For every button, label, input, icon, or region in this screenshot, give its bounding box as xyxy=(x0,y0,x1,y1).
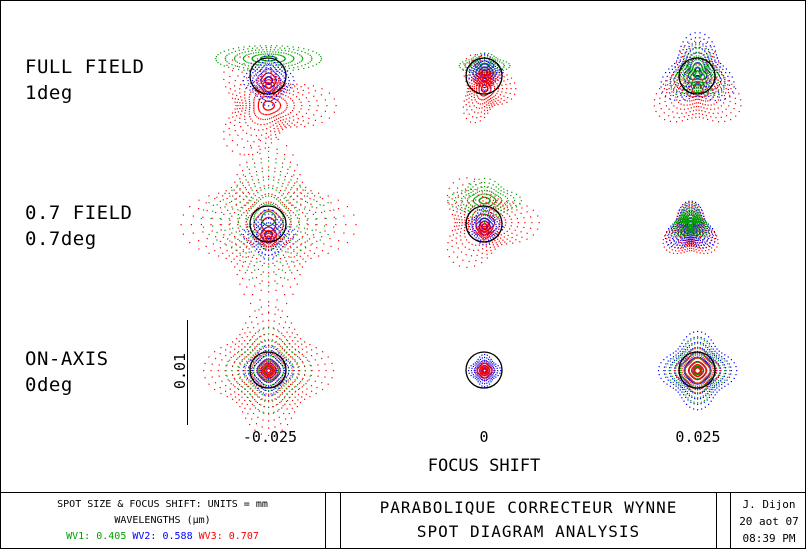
date: 20 aot 07 xyxy=(739,515,799,528)
column-label-zero: 0 xyxy=(479,428,489,446)
row-label-07-field: 0.7 FIELD 0.7deg xyxy=(25,200,132,252)
wv2-value: 0.588 xyxy=(162,531,193,542)
wv1-name: WV1: xyxy=(66,531,91,542)
units-cell: SPOT SIZE & FOCUS SHIFT: UNITS = mm WAVE… xyxy=(0,493,326,549)
scale-bar xyxy=(187,320,188,425)
info-block: SPOT SIZE & FOCUS SHIFT: UNITS = mm WAVE… xyxy=(0,492,806,550)
row-angle: 0deg xyxy=(25,374,73,396)
row-name: 0.7 FIELD xyxy=(25,202,133,224)
spot-on-axis-plus xyxy=(657,330,738,411)
wv1-value: 0.405 xyxy=(96,531,127,542)
spot-full-field-plus xyxy=(653,32,742,123)
wv3-name: WV3: xyxy=(198,531,223,542)
row-label-full-field: FULL FIELD 1deg xyxy=(25,54,144,106)
row-angle: 1deg xyxy=(25,82,73,104)
spot-07-field-minus xyxy=(180,136,357,313)
spot-07-field-zero xyxy=(446,177,540,268)
row-angle: 0.7deg xyxy=(25,228,97,250)
wavelength-legend: WV1: 0.405 WV2: 0.588 WV3: 0.707 xyxy=(0,531,325,542)
spot-07-field-plus xyxy=(662,200,719,255)
author: J. Dijon xyxy=(742,498,796,511)
row-label-on-axis: ON-AXIS 0deg xyxy=(25,346,109,398)
row-name: FULL FIELD xyxy=(25,56,145,78)
spot-on-axis-zero xyxy=(465,351,503,389)
author-cell: J. Dijon 20 aot 07 08:39 PM xyxy=(730,493,806,549)
title-cell: PARABOLIQUE CORRECTEUR WYNNE SPOT DIAGRA… xyxy=(340,493,717,549)
column-label-plus: 0.025 xyxy=(675,428,721,446)
wv2-name: WV2: xyxy=(132,531,157,542)
spot-full-field-zero xyxy=(458,52,517,124)
x-axis-label: FOCUS SHIFT xyxy=(427,456,541,476)
wv3-value: 0.707 xyxy=(228,531,259,542)
time: 08:39 PM xyxy=(742,532,796,545)
row-name: ON-AXIS xyxy=(25,348,109,370)
spot-full-field-minus xyxy=(215,45,337,155)
spot-diagram-grid xyxy=(180,32,742,437)
title-line-1: PARABOLIQUE CORRECTEUR WYNNE xyxy=(379,498,678,517)
spot-on-axis-minus xyxy=(203,305,335,437)
column-label-minus: -0.025 xyxy=(242,428,298,446)
title-line-2: SPOT DIAGRAM ANALYSIS xyxy=(416,522,641,541)
units-text: SPOT SIZE & FOCUS SHIFT: UNITS = mm xyxy=(57,499,268,510)
wavelengths-heading: WAVELENGTHS (µm) xyxy=(114,515,211,526)
